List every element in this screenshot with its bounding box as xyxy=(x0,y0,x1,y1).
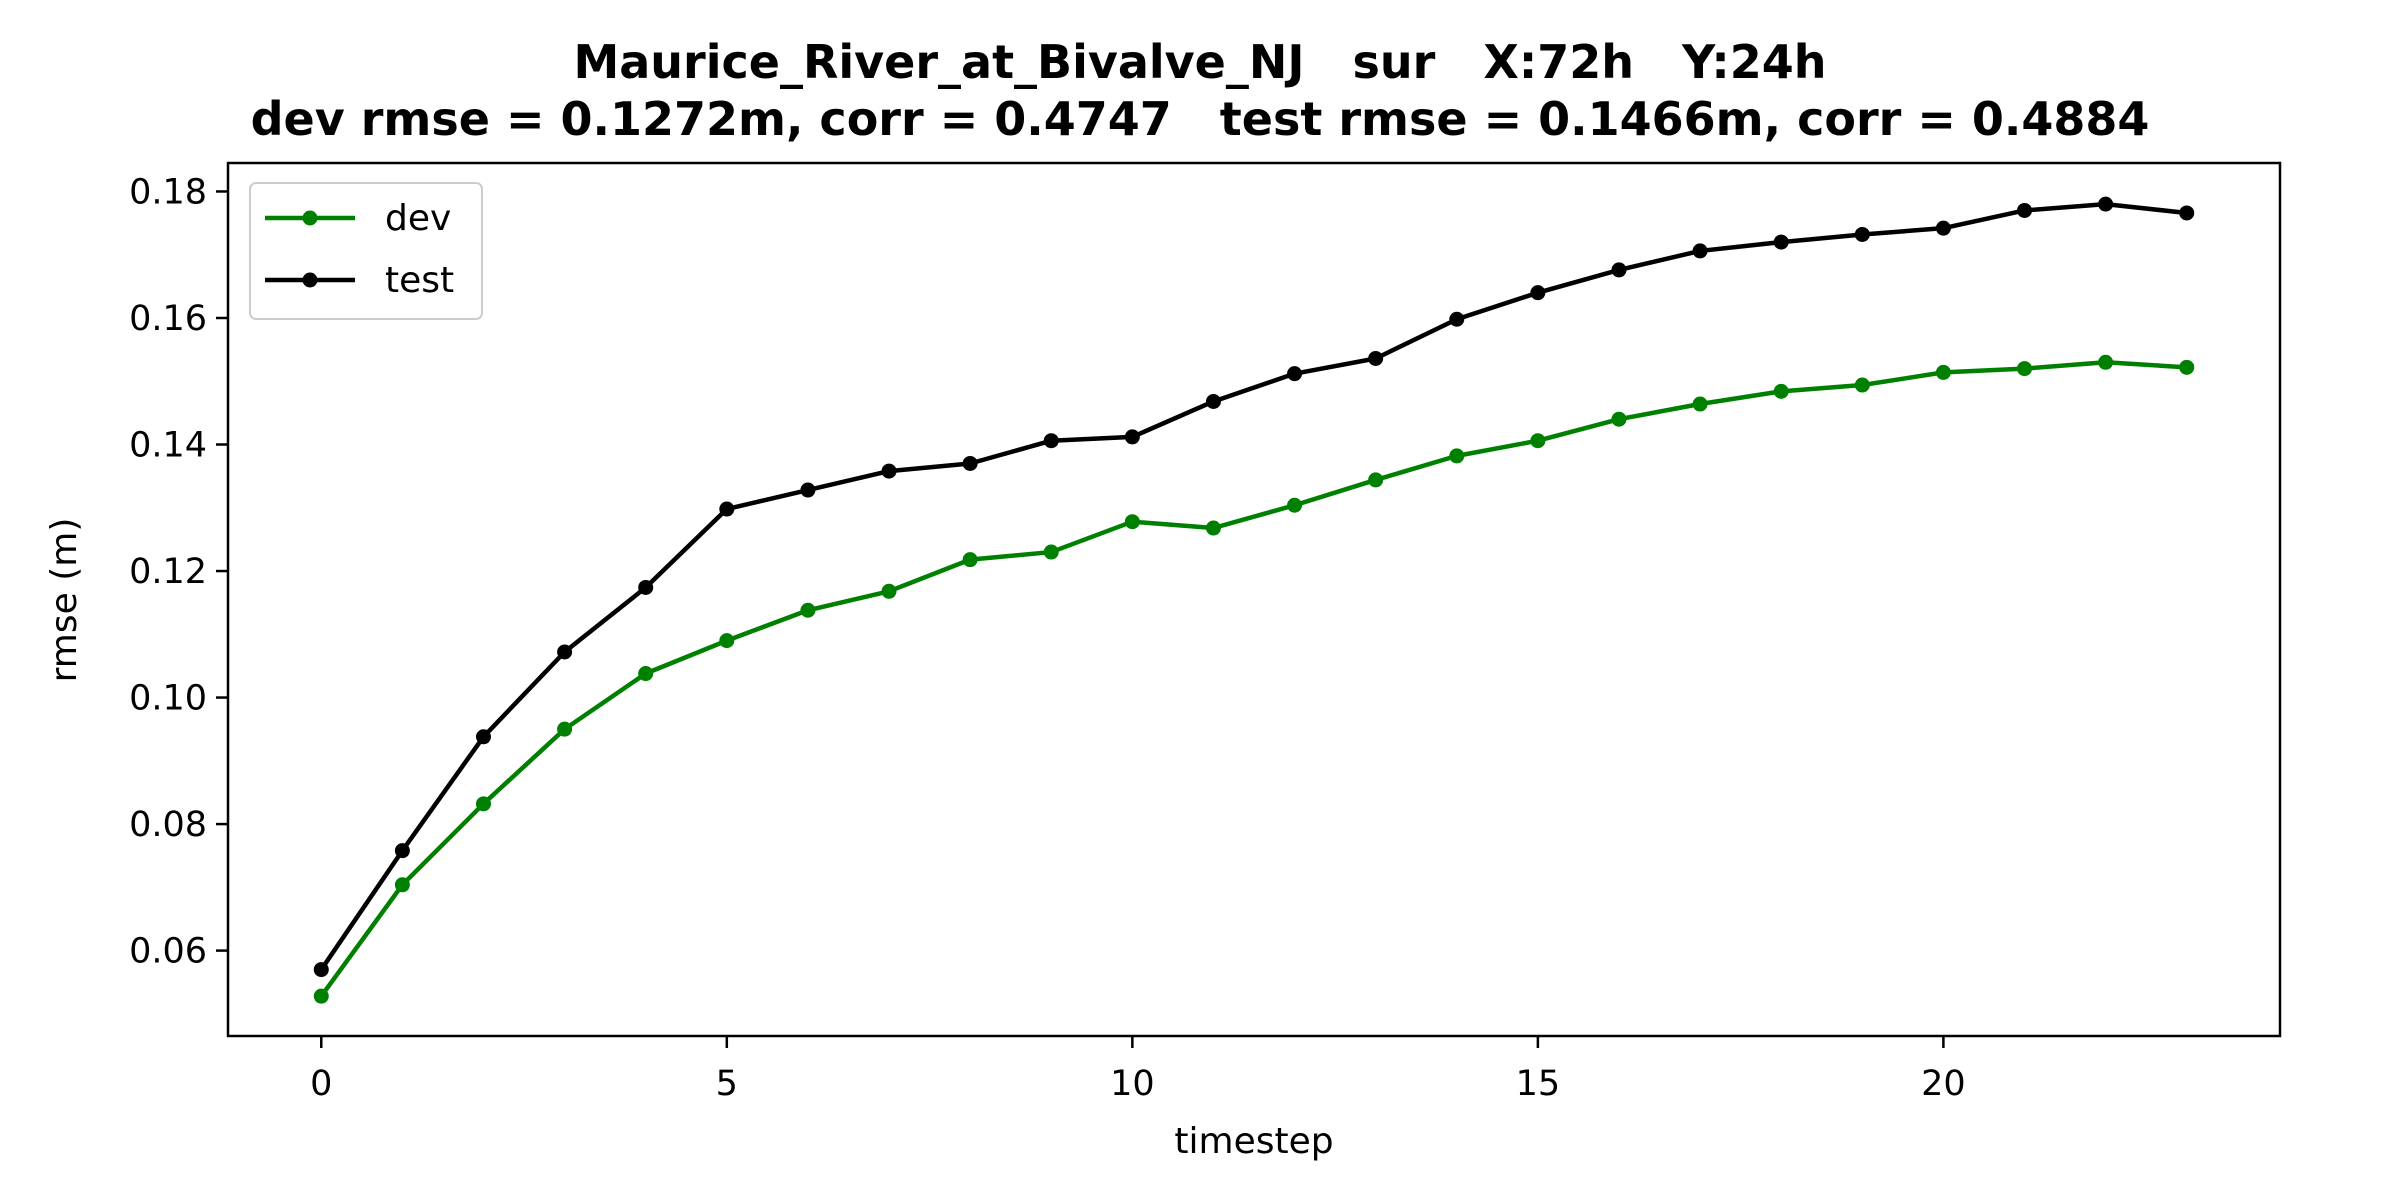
data-point-dev xyxy=(1287,497,1303,513)
y-tick-label: 0.08 xyxy=(129,805,207,845)
data-point-dev xyxy=(1043,544,1059,560)
data-point-test xyxy=(719,501,735,517)
legend-marker-dev xyxy=(302,210,318,226)
y-tick-label: 0.06 xyxy=(129,932,207,972)
data-point-test xyxy=(557,644,573,660)
data-point-dev xyxy=(962,552,978,568)
data-point-test xyxy=(1530,285,1546,301)
data-point-dev xyxy=(881,583,897,599)
data-point-test xyxy=(1611,262,1627,278)
series-line-dev xyxy=(319,360,2187,998)
data-point-test xyxy=(1287,366,1303,382)
data-point-test xyxy=(800,482,816,498)
data-point-test xyxy=(313,962,329,978)
data-point-test xyxy=(2179,205,2195,221)
data-point-dev xyxy=(1205,520,1221,536)
axes: 0 5 10 15 20 0.06 0.08 0.10 0.12 0.14 0.16 0.18 xyxy=(129,172,1966,1104)
y-tick-label: 0.18 xyxy=(129,172,207,212)
legend-label-dev: dev xyxy=(385,198,451,239)
y-axis-label: rmse (m) xyxy=(44,518,85,683)
data-point-test xyxy=(2098,196,2114,212)
series-line-test xyxy=(319,201,2187,971)
data-point-dev xyxy=(557,721,573,737)
legend: dev test xyxy=(249,182,483,320)
data-point-test xyxy=(2017,202,2033,218)
x-tick-label: 5 xyxy=(716,1064,738,1104)
x-tick-label: 20 xyxy=(1921,1064,1966,1104)
data-point-test xyxy=(1692,243,1708,259)
data-point-test xyxy=(1449,311,1465,327)
data-point-dev xyxy=(638,666,654,682)
y-tick-label: 0.10 xyxy=(129,679,207,719)
x-axis-label: timestep xyxy=(1174,1121,1333,1162)
data-point-dev xyxy=(1773,383,1789,399)
data-point-test xyxy=(1368,350,1384,366)
data-point-dev xyxy=(2098,354,2114,370)
x-tick-label: 15 xyxy=(1516,1064,1561,1104)
plot-frame xyxy=(226,161,2282,1038)
data-point-test xyxy=(881,463,897,479)
y-tick-label: 0.14 xyxy=(129,426,207,466)
y-tick-label: 0.16 xyxy=(129,299,207,339)
data-point-dev xyxy=(719,633,735,649)
data-point-dev xyxy=(800,602,816,618)
data-point-dev xyxy=(1368,472,1384,488)
data-point-dev xyxy=(2017,361,2033,377)
data-point-dev xyxy=(1449,448,1465,464)
legend-marker-test xyxy=(302,272,318,288)
data-point-dev xyxy=(1124,514,1140,530)
data-point-test xyxy=(394,843,410,859)
data-point-test xyxy=(1773,234,1789,250)
data-point-test xyxy=(1205,393,1221,409)
data-point-dev xyxy=(1530,433,1546,449)
chart-subtitle: dev rmse = 0.1272m, corr = 0.4747 test r… xyxy=(251,92,2150,146)
data-point-test xyxy=(1124,429,1140,445)
x-tick-label: 10 xyxy=(1110,1064,1155,1104)
x-tick-label: 0 xyxy=(310,1064,332,1104)
data-point-dev xyxy=(475,796,491,812)
data-point-test xyxy=(475,729,491,745)
data-point-dev xyxy=(394,877,410,893)
data-point-dev xyxy=(1611,411,1627,427)
chart-title: Maurice_River_at_Bivalve_NJ sur X:72h Y:… xyxy=(573,35,1826,89)
y-tick-label: 0.12 xyxy=(129,552,207,592)
data-point-test xyxy=(1043,433,1059,449)
data-point-dev xyxy=(1692,396,1708,412)
data-point-test xyxy=(962,455,978,471)
plot-area xyxy=(313,196,2195,1004)
data-point-dev xyxy=(2179,359,2195,375)
data-point-dev xyxy=(1935,364,1951,380)
data-point-dev xyxy=(1854,377,1870,393)
data-point-test xyxy=(1935,220,1951,236)
data-point-dev xyxy=(313,988,329,1004)
data-point-test xyxy=(1854,226,1870,242)
data-point-test xyxy=(638,579,654,595)
legend-label-test: test xyxy=(385,260,454,301)
